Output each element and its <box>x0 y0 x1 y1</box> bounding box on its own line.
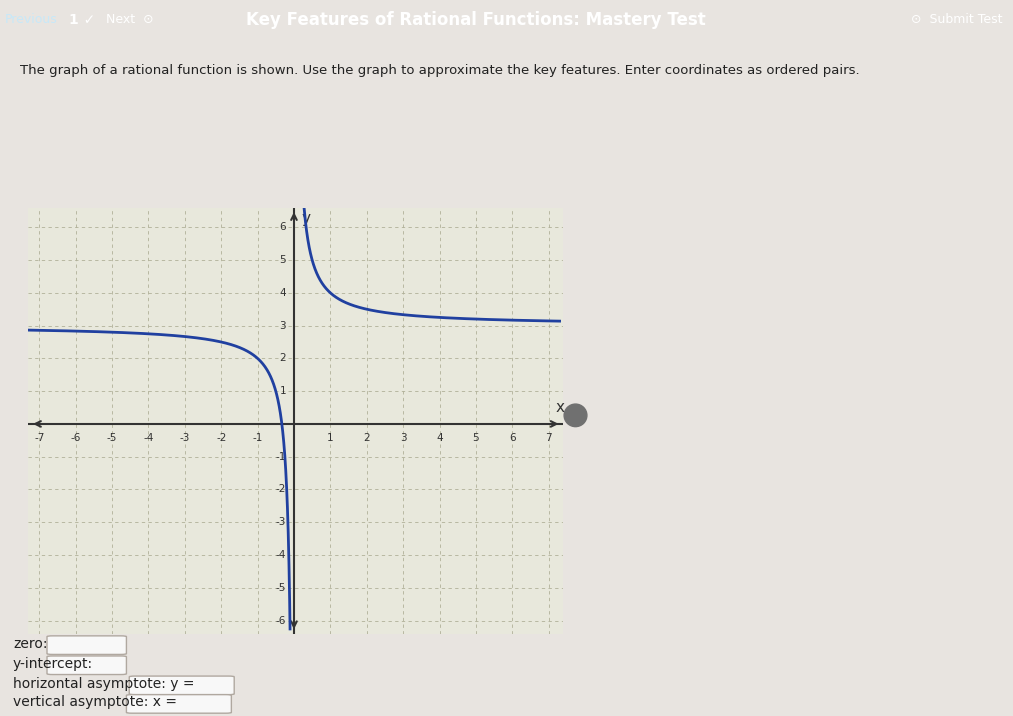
Text: y: y <box>302 211 311 226</box>
Text: zero:: zero: <box>13 637 48 651</box>
FancyBboxPatch shape <box>47 636 127 654</box>
Text: Previous: Previous <box>5 13 58 26</box>
Text: 2: 2 <box>280 354 286 364</box>
Text: Key Features of Rational Functions: Mastery Test: Key Features of Rational Functions: Mast… <box>246 11 706 29</box>
Text: -5: -5 <box>276 583 286 593</box>
Text: 2: 2 <box>364 433 370 443</box>
Text: 3: 3 <box>280 321 286 331</box>
Text: -5: -5 <box>106 433 118 443</box>
Text: 3: 3 <box>400 433 406 443</box>
Text: -6: -6 <box>276 616 286 626</box>
Text: horizontal asymptote: y =: horizontal asymptote: y = <box>13 677 194 691</box>
Text: 1: 1 <box>280 386 286 396</box>
Text: -2: -2 <box>216 433 226 443</box>
Text: ⊙  Submit Test: ⊙ Submit Test <box>912 13 1003 26</box>
Text: 4: 4 <box>280 288 286 298</box>
Text: vertical asymptote: x =: vertical asymptote: x = <box>13 695 177 710</box>
Text: 1 ✓: 1 ✓ <box>69 13 95 26</box>
Text: 5: 5 <box>473 433 479 443</box>
Text: 1: 1 <box>327 433 333 443</box>
Text: 5: 5 <box>280 255 286 265</box>
Text: -4: -4 <box>276 550 286 560</box>
Text: 6: 6 <box>280 222 286 232</box>
Text: 7: 7 <box>545 433 552 443</box>
Circle shape <box>564 404 587 427</box>
Text: -2: -2 <box>276 485 286 495</box>
Text: 6: 6 <box>509 433 516 443</box>
FancyBboxPatch shape <box>130 676 234 695</box>
Text: Next  ⊙: Next ⊙ <box>106 13 154 26</box>
Text: -1: -1 <box>276 452 286 462</box>
Text: -7: -7 <box>34 433 45 443</box>
Text: -6: -6 <box>71 433 81 443</box>
Text: -4: -4 <box>143 433 154 443</box>
Text: The graph of a rational function is shown. Use the graph to approximate the key : The graph of a rational function is show… <box>20 64 859 77</box>
Text: -3: -3 <box>276 517 286 527</box>
Text: y-intercept:: y-intercept: <box>13 657 93 671</box>
Text: x: x <box>555 400 564 415</box>
FancyBboxPatch shape <box>47 656 127 674</box>
Text: -3: -3 <box>179 433 190 443</box>
FancyBboxPatch shape <box>127 695 231 713</box>
Text: 4: 4 <box>437 433 443 443</box>
Text: -1: -1 <box>252 433 262 443</box>
